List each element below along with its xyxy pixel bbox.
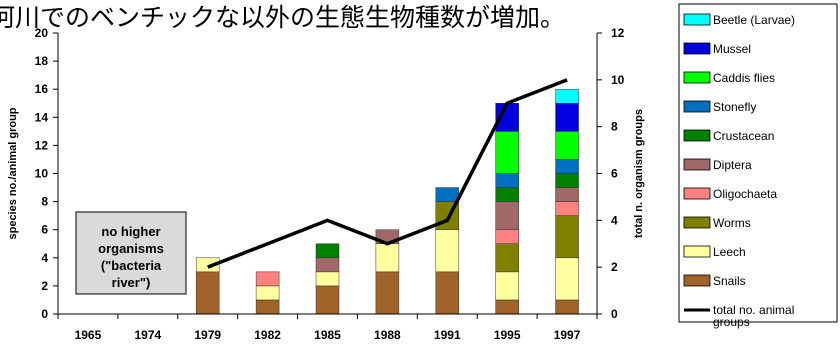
legend-swatch: [683, 187, 711, 200]
bar-segment-diptera: [495, 201, 519, 230]
bar-segment-snails: [495, 299, 519, 315]
bar-segment-caddis-flies: [495, 131, 519, 174]
annotation-text: organisms: [98, 241, 164, 256]
y-right-tick-label: 4: [611, 213, 618, 227]
legend-label: Beetle (Larvae): [713, 13, 795, 27]
x-tick-label: 1985: [314, 328, 341, 342]
x-tick-label: 1974: [134, 328, 161, 342]
x-tick-label: 1982: [254, 328, 281, 342]
y-left-tick-label: 4: [41, 251, 48, 265]
axes-group: 0 2 4 6 8 10 12 14 16 18 20 0 2 4 6 8 10 12 1965 1974 1979 19…: [7, 26, 645, 342]
y-left-tick-label: 0: [41, 307, 48, 321]
legend-label: Worms: [713, 216, 751, 230]
bar-segment-snails: [195, 271, 220, 315]
bar-segment-snails: [315, 285, 340, 315]
total-line: [207, 78, 568, 269]
legend-label: total no. animal: [713, 303, 794, 317]
y-left-tick-label: 2: [41, 279, 48, 293]
bar-segment-oligochaeta: [495, 229, 519, 244]
legend-swatch: [683, 100, 711, 113]
y-right-tick-label: 0: [611, 307, 618, 321]
bar-segment-leech: [315, 271, 340, 287]
bar-segment-oligochaeta: [255, 271, 280, 287]
bar-segment-snails: [375, 271, 400, 315]
legend-swatch: [683, 129, 711, 142]
bar-segment-worms: [555, 215, 579, 259]
bar-segment-crustacean: [315, 243, 340, 259]
bar-segment-leech: [435, 229, 460, 273]
x-tick-label: 1979: [194, 328, 221, 342]
y-right-tick-label: 12: [611, 26, 625, 40]
bar-segment-snails: [435, 271, 460, 315]
legend-label: Stonefly: [713, 100, 756, 114]
bar-segment-worms: [495, 243, 519, 273]
annotation-text: ("bacteria: [101, 258, 162, 273]
bar-segment-diptera: [315, 257, 340, 273]
bar-segment-caddis-flies: [555, 131, 579, 160]
annotation-group: no higher organisms ("bacteria river"): [75, 211, 187, 295]
bar-segment-crustacean: [495, 187, 519, 202]
bar-segment-beetle-larvae: [555, 88, 579, 104]
chart-title: 河川でのベンチックな以外の生態生物種数が増加。: [0, 3, 565, 32]
legend: Beetle (Larvae) Mussel Caddis flies Stonefl…: [678, 3, 838, 329]
x-tick-label: 1965: [75, 328, 102, 342]
bar-segment-leech: [495, 271, 519, 301]
bar-segment-snails: [255, 299, 280, 315]
legend-label: groups: [713, 315, 750, 329]
x-tick-label: 1988: [374, 328, 401, 342]
x-tick-label: 1991: [434, 328, 461, 342]
y-axis-right-title: total n. organism groups: [633, 109, 645, 238]
annotation-text: no higher: [101, 224, 160, 239]
legend-swatch: [683, 13, 711, 26]
bar-segment-leech: [555, 257, 579, 301]
y-left-tick-label: 16: [35, 82, 49, 96]
y-right-tick-label: 8: [611, 120, 618, 134]
y-left-tick-label: 14: [35, 110, 49, 124]
legend-label: Oligochaeta: [713, 187, 777, 201]
y-right-tick-label: 10: [611, 73, 625, 87]
legend-label: Caddis flies: [713, 71, 775, 85]
legend-swatch: [683, 216, 711, 229]
y-left-tick-label: 10: [35, 167, 49, 181]
bar-segment-leech: [195, 257, 220, 273]
y-left-tick-label: 12: [35, 138, 49, 152]
legend-swatch: [683, 274, 711, 287]
bar-segment-stonefly: [555, 159, 579, 174]
bars-group: [195, 88, 579, 315]
bar-segment-stonefly: [495, 173, 519, 188]
legend-swatch: [683, 158, 711, 171]
y-axis-left-title: species no./animal group: [7, 107, 19, 239]
legend-swatch: [683, 71, 711, 84]
x-tick-label: 1997: [554, 328, 581, 342]
legend-label: Diptera: [713, 158, 752, 172]
bar-segment-diptera: [555, 187, 579, 202]
x-tick-label: 1995: [494, 328, 521, 342]
y-left-tick-label: 18: [35, 54, 49, 68]
y-right-tick-label: 6: [611, 167, 618, 181]
line-group: [207, 78, 568, 269]
legend-label: Mussel: [713, 42, 751, 56]
bar-segment-oligochaeta: [555, 201, 579, 216]
y-left-tick-label: 8: [41, 195, 48, 209]
y-left-tick-label: 6: [41, 223, 48, 237]
legend-label: Crustacean: [713, 129, 774, 143]
y-left-tick-label: 20: [35, 26, 49, 40]
bar-segment-leech: [255, 285, 280, 301]
bar-segment-crustacean: [555, 173, 579, 188]
legend-swatch: [683, 42, 711, 55]
legend-swatch: [683, 245, 711, 258]
annotation-text: river"): [112, 275, 151, 290]
bar-segment-snails: [555, 299, 579, 315]
bar-segment-mussel: [555, 103, 579, 132]
y-right-tick-label: 2: [611, 260, 618, 274]
bar-segment-leech: [375, 243, 400, 273]
legend-label: Leech: [713, 245, 746, 259]
legend-label: Snails: [713, 274, 746, 288]
annotation-box: [75, 211, 187, 295]
bar-segment-stonefly: [435, 187, 460, 202]
